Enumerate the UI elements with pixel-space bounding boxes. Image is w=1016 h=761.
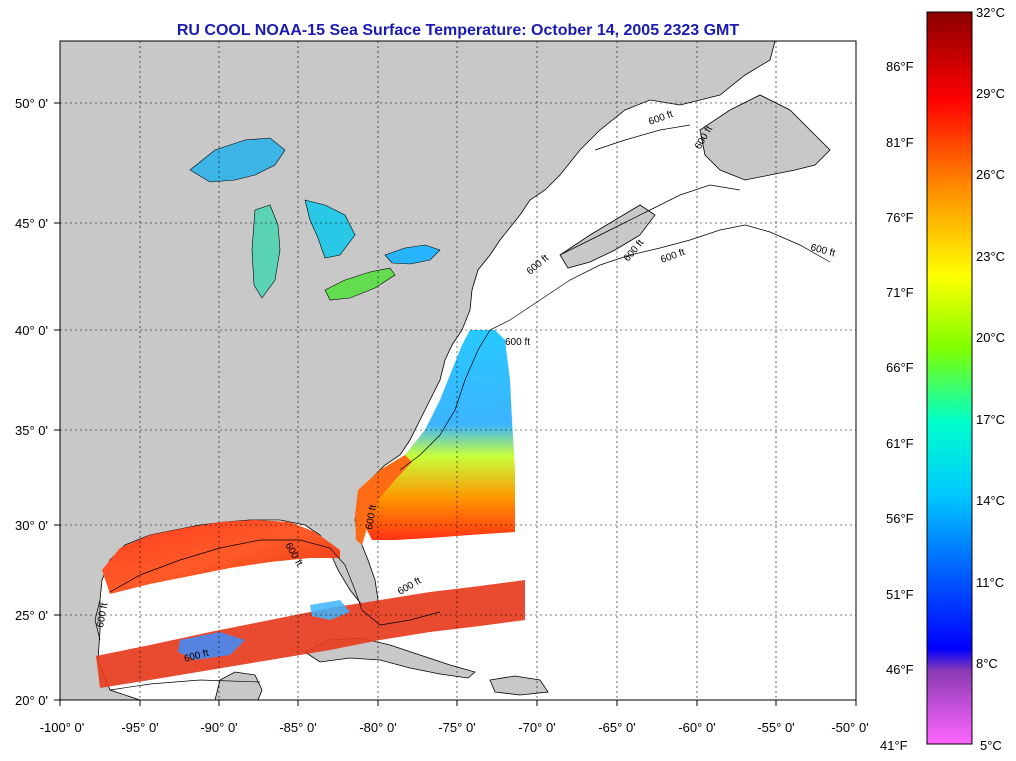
x-tick-label: -50° 0' <box>831 720 868 735</box>
axis-ticks <box>54 102 857 706</box>
colorbar-celsius-label: 14°C <box>976 493 1005 508</box>
x-tick-label: -60° 0' <box>678 720 715 735</box>
map-frame <box>59 40 857 701</box>
colorbar-celsius-label: 32°C <box>976 5 1005 20</box>
colorbar-fahrenheit-label: 56°F <box>886 511 914 526</box>
y-tick-label: 50° 0' <box>15 96 48 111</box>
colorbar-fahrenheit-label: 71°F <box>886 285 914 300</box>
colorbar-fahrenheit-label: 51°F <box>886 587 914 602</box>
lake-michigan <box>251 204 281 299</box>
x-tick-label: -70° 0' <box>518 720 555 735</box>
x-tick-label: -95° 0' <box>121 720 158 735</box>
colorbar-fahrenheit-label: 86°F <box>886 59 914 74</box>
lake-huron <box>304 199 356 259</box>
sst-atlantic-swath <box>362 330 515 540</box>
x-tick-label: -100° 0' <box>40 720 85 735</box>
lake-erie <box>324 267 396 301</box>
y-tick-label: 30° 0' <box>15 518 48 533</box>
colorbar-celsius-label: 8°C <box>976 656 998 671</box>
x-tick-label: -85° 0' <box>279 720 316 735</box>
y-tick-label: 40° 0' <box>15 323 48 338</box>
colorbar-fahrenheit-label: 66°F <box>886 360 914 375</box>
land-nova-scotia <box>559 204 656 269</box>
sst-south-swath <box>96 580 525 688</box>
lake-ontario <box>384 244 441 265</box>
x-tick-label: -80° 0' <box>359 720 396 735</box>
colorbar-celsius-label: 29°C <box>976 86 1005 101</box>
isobath-contours <box>94 124 831 691</box>
x-tick-label: -75° 0' <box>438 720 475 735</box>
isobath-label: 600 ft <box>95 602 110 629</box>
colorbar <box>926 11 973 745</box>
y-tick-label: 20° 0' <box>15 693 48 708</box>
x-tick-label: -55° 0' <box>757 720 794 735</box>
x-tick-label: -65° 0' <box>598 720 635 735</box>
x-tick-label: -90° 0' <box>200 720 237 735</box>
isobath-label: 600 ft <box>505 337 530 348</box>
colorbar-fahrenheit-label: 41°F <box>880 738 908 753</box>
y-tick-label: 35° 0' <box>15 423 48 438</box>
colorbar-celsius-label: 26°C <box>976 167 1005 182</box>
map-title: RU COOL NOAA-15 Sea Surface Temperature:… <box>176 22 740 39</box>
y-tick-label: 45° 0' <box>15 216 48 231</box>
colorbar-fahrenheit-label: 61°F <box>886 436 914 451</box>
lake-superior <box>189 137 286 183</box>
sst-carolina-coast <box>355 455 412 545</box>
colorbar-fahrenheit-label: 81°F <box>886 135 914 150</box>
colorbar-celsius-label: 5°C <box>980 738 1002 753</box>
colorbar-fahrenheit-label: 76°F <box>886 210 914 225</box>
land-hispaniola <box>489 675 549 696</box>
colorbar-celsius-label: 17°C <box>976 412 1005 427</box>
colorbar-celsius-label: 20°C <box>976 330 1005 345</box>
land-yucatan <box>214 671 263 700</box>
land-newfoundland <box>699 94 831 181</box>
colorbar-celsius-label: 23°C <box>976 249 1005 264</box>
colorbar-celsius-label: 11°C <box>976 575 1004 590</box>
colorbar-fahrenheit-label: 46°F <box>886 662 914 677</box>
sst-cool-patch <box>178 632 245 660</box>
sst-gulf-swath <box>102 520 340 594</box>
y-tick-label: 25° 0' <box>15 608 48 623</box>
isobath-label: 600 ft <box>364 504 379 531</box>
